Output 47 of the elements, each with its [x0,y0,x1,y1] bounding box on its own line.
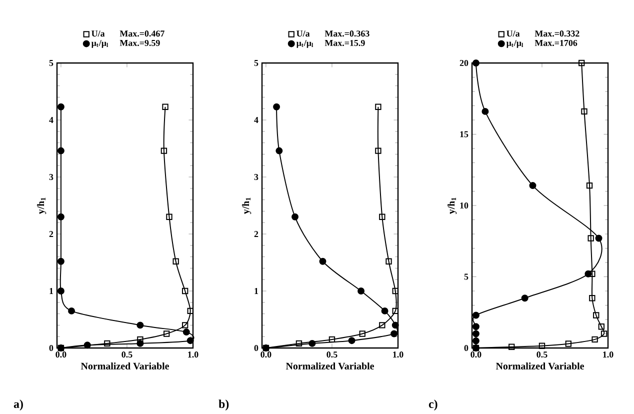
y-tick-label: 3 [254,174,258,180]
text: Max.=9.59 [120,40,160,46]
y-tick-label: 2 [49,231,54,237]
legend-label: μ$_{t}$/μ$_{l}$ [506,40,524,48]
text: Max.=1706 [534,40,578,46]
y-tick-label: 4 [49,117,54,123]
x-tick-label: 0.0 [470,352,482,358]
y-tick-label: 0 [49,344,54,352]
y-tick-label: 1 [50,288,54,294]
y-tick-label: 20 [460,60,468,66]
text: Max.=15.9 [324,40,365,46]
x-tick-label: 0.5 [326,352,338,358]
text: Max.=0.332 [534,30,580,37]
text: Max.=0.363 [324,30,370,37]
y-tick-label: 2 [254,231,258,237]
text: Max.=0.467 [120,30,164,37]
x-tick-label: 0.5 [122,352,132,358]
y-tick-label: 0 [254,344,258,352]
y-tick-label: 5 [254,60,258,66]
legend-label: U/a [506,30,520,37]
y-axis-title: y/h$_{1}$ [242,198,252,214]
text: c) [428,400,438,410]
x-tick-label: 1.0 [393,352,404,358]
legend-label: U/a [92,30,105,37]
y-axis-title: y/h$_{1}$ [448,198,457,214]
text: b) [218,400,229,410]
x-axis-title: Normalized Variable [286,362,374,370]
x-axis-title: Normalized Variable [496,362,584,370]
x-tick-label: 1.0 [188,352,198,358]
y-tick-label: 4 [254,117,258,123]
x-axis-title: Normalized Variable [80,362,169,370]
x-tick-label: 0.5 [536,352,548,358]
x-tick-label: 1.0 [603,352,614,358]
y-tick-label: 5 [49,60,54,66]
y-tick-label: 10 [460,202,468,209]
legend-label: μ$_{t}$/μ$_{l}$ [91,40,108,48]
x-tick-label: 0.0 [260,352,272,358]
y-tick-label: 3 [49,174,54,180]
y-tick-label: 0 [464,344,468,352]
legend-label: U/a [296,30,310,37]
y-tick-label: 5 [464,274,468,280]
x-tick-label: 0.0 [56,352,66,358]
y-tick-label: 1 [254,288,258,294]
text: a) [14,400,23,410]
y-tick-label: 15 [460,131,468,138]
legend-label: μ$_{t}$/μ$_{l}$ [296,40,314,48]
y-axis-title: y/h$_{1}$ [37,198,46,214]
